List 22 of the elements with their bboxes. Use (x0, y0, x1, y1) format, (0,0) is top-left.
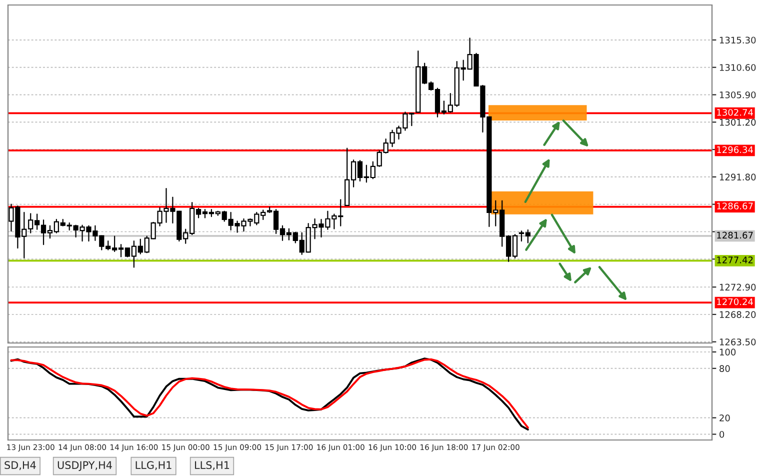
y-tick-label: 0 (720, 430, 724, 438)
y-tick-label: 1272.90 (720, 284, 756, 291)
ref-line-label: 1302.74 (717, 108, 753, 116)
ref-line-label: 1286.67 (717, 202, 753, 210)
ref-line-label: 1277.42 (717, 256, 753, 264)
ref-line-label: 1281.67 (717, 232, 753, 239)
y-tick-label: 1305.90 (720, 91, 756, 98)
text: LLG,H1 (136, 461, 172, 470)
text: LLS,H1 (195, 461, 230, 470)
y-tick-label: 1315.30 (720, 36, 756, 44)
y-tick-label: 20 (720, 414, 730, 422)
y-tick-label: 1310.60 (720, 64, 756, 71)
text: USDJPY,H4 (58, 461, 112, 471)
y-tick-label: 1291.80 (720, 174, 756, 180)
ref-line-label: 1296.34 (717, 146, 753, 154)
y-tick-label: 1263.50 (720, 338, 756, 346)
y-tick-label: 1301.20 (720, 118, 756, 126)
y-tick-label: 1268.20 (720, 311, 756, 318)
y-tick-label: 80 (720, 365, 730, 372)
y-tick-label: 100 (720, 348, 736, 356)
text: SD,H4 (4, 461, 36, 470)
ref-line-label: 1270.24 (717, 298, 753, 306)
